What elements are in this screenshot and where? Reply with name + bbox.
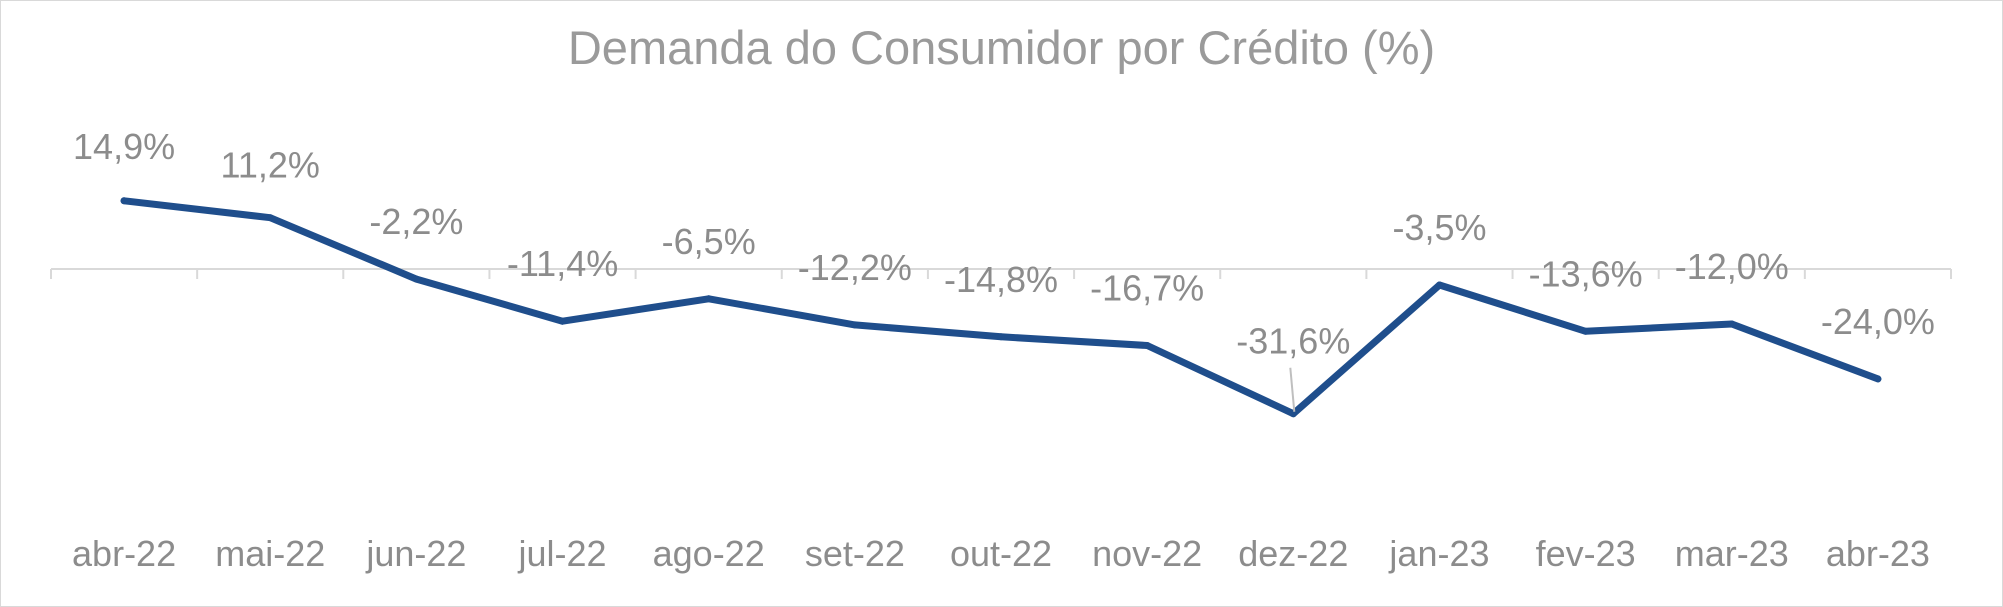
data-point <box>997 333 1005 341</box>
data-label: -14,8% <box>944 259 1058 300</box>
x-tick-label: mai-22 <box>215 533 325 574</box>
x-tick-label: abr-23 <box>1826 533 1930 574</box>
data-point <box>1582 327 1590 335</box>
data-label: -3,5% <box>1392 207 1486 248</box>
data-point <box>1728 320 1736 328</box>
data-point <box>559 317 567 325</box>
data-point <box>1874 375 1882 383</box>
x-tick-label: set-22 <box>805 533 905 574</box>
data-point <box>1435 281 1443 289</box>
x-tick-label: abr-22 <box>72 533 176 574</box>
data-point <box>266 214 274 222</box>
x-tick-label: jun-22 <box>365 533 466 574</box>
data-label: -6,5% <box>662 221 756 262</box>
data-label: 14,9% <box>73 126 175 167</box>
data-point <box>412 275 420 283</box>
data-point <box>1289 410 1297 418</box>
x-tick-label: out-22 <box>950 533 1052 574</box>
x-tick-label: dez-22 <box>1238 533 1348 574</box>
x-tick-label: mar-23 <box>1675 533 1789 574</box>
x-tick-label: fev-23 <box>1536 533 1636 574</box>
chart-title: Demanda do Consumidor por Crédito (%) <box>567 21 1436 74</box>
data-point <box>851 321 859 329</box>
data-label: 11,2% <box>221 145 320 186</box>
data-label-leader-line <box>1289 367 1296 412</box>
data-label: -11,4% <box>507 243 618 284</box>
data-label: -31,6% <box>1236 321 1350 362</box>
data-point <box>705 295 713 303</box>
x-tick-label: jan-23 <box>1388 533 1489 574</box>
data-label: -12,0% <box>1675 246 1789 287</box>
data-label: -2,2% <box>369 201 463 242</box>
data-label: -13,6% <box>1529 253 1643 294</box>
data-point <box>120 197 128 205</box>
data-label: -16,7% <box>1090 267 1204 308</box>
x-tick-label: ago-22 <box>653 533 765 574</box>
data-label: -12,2% <box>798 247 912 288</box>
data-label: -24,0% <box>1821 301 1935 342</box>
x-tick-label: nov-22 <box>1092 533 1202 574</box>
data-point <box>1143 341 1151 349</box>
x-tick-label: jul-22 <box>518 533 607 574</box>
